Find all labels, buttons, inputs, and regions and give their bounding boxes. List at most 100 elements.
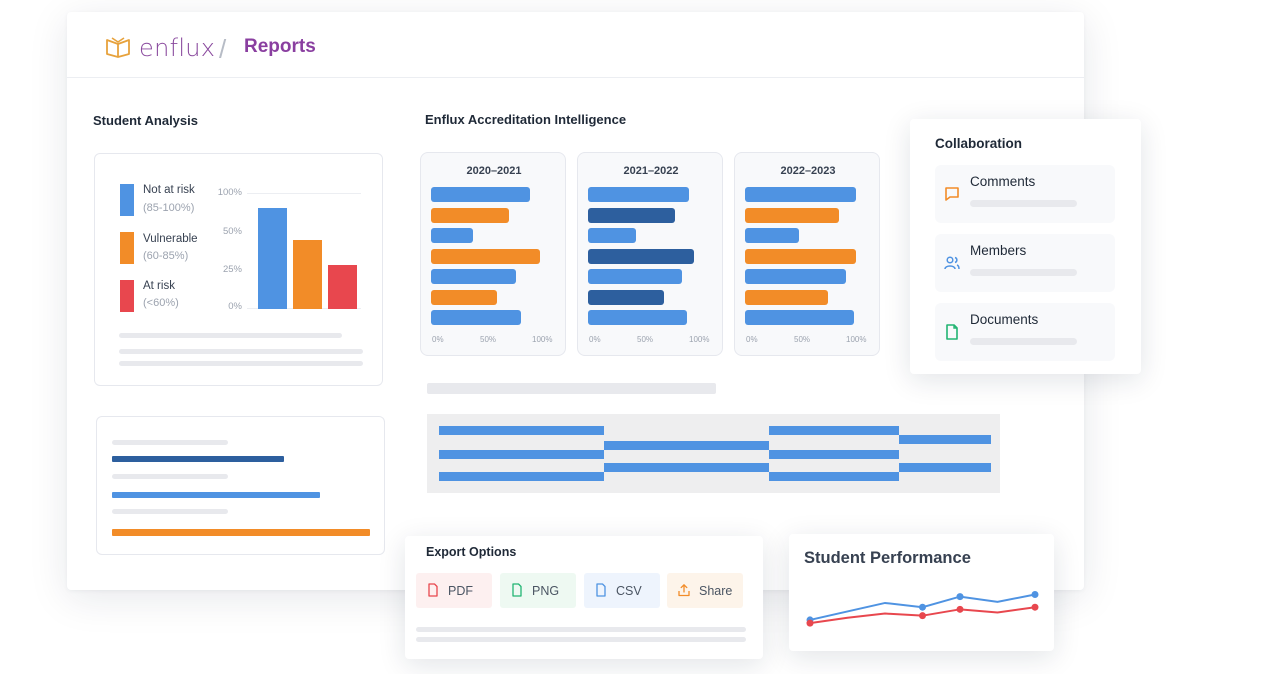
file-icon (512, 583, 522, 597)
placeholder-line (112, 509, 228, 514)
timeline-bar (604, 441, 769, 450)
legend-label-not-at-risk: Not at risk (143, 184, 195, 196)
data-point (919, 603, 926, 611)
y-tick-100: 100% (217, 187, 242, 198)
export-pdf-button[interactable]: PDF (416, 573, 492, 608)
year-bar (745, 310, 854, 325)
placeholder-line (119, 361, 363, 366)
file-icon (428, 583, 438, 597)
year-card-2021-2022[interactable]: 2021–2022 0% 50% 100% (577, 152, 723, 356)
timeline-bar (769, 426, 899, 435)
export-options-panel: Export Options PDF PNG CSV Share (405, 536, 763, 659)
collab-label: Members (970, 243, 1027, 258)
year-bar (588, 228, 637, 243)
collab-item-documents[interactable]: Documents (935, 303, 1115, 361)
progress-bar-blue (112, 492, 320, 498)
year-bar (588, 289, 664, 305)
year-bar (431, 187, 531, 202)
risk-bar (293, 240, 322, 309)
legend-range-not-at-risk: (85-100%) (143, 202, 195, 214)
year-bar (588, 207, 676, 223)
data-point (919, 612, 926, 620)
student-analysis-title: Student Analysis (93, 113, 198, 128)
breadcrumb-separator: / (219, 34, 227, 64)
legend-swatch-vulnerable (120, 232, 134, 264)
legend-label-at-risk: At risk (143, 280, 175, 292)
year-bar (745, 187, 856, 202)
year-bar (588, 310, 688, 325)
year-label: 2020–2021 (466, 165, 522, 177)
year-bar (588, 187, 690, 202)
collab-label: Comments (970, 174, 1036, 189)
users-icon (944, 256, 960, 270)
student-performance-card: Student Performance (789, 534, 1054, 651)
timeline-bar (899, 435, 991, 444)
x-tick-100: 100% (689, 335, 710, 344)
y-tick-0: 0% (228, 301, 242, 312)
x-tick-50: 50% (480, 335, 497, 344)
collab-item-members[interactable]: Members (935, 234, 1115, 292)
year-bar (745, 207, 840, 223)
button-label: PDF (448, 584, 473, 598)
placeholder-line (427, 383, 716, 394)
year-label: 2021–2022 (623, 165, 679, 177)
placeholder-line (416, 627, 746, 632)
risk-bar (328, 265, 357, 309)
placeholder-line (970, 200, 1077, 207)
file-icon (596, 583, 606, 597)
placeholder-line (112, 440, 228, 445)
y-tick-50: 50% (222, 226, 242, 237)
performance-line-chart (806, 590, 1039, 627)
data-point (956, 593, 964, 601)
collaboration-title: Collaboration (935, 136, 1022, 151)
logo-text[interactable]: enflux (139, 34, 216, 62)
button-label: CSV (616, 584, 642, 598)
share-button[interactable]: Share (667, 573, 743, 608)
year-bar (431, 310, 521, 325)
y-tick-25: 25% (222, 264, 242, 275)
year-card-2022-2023[interactable]: 2022–2023 0% 50% 100% (734, 152, 880, 356)
x-tick-100: 100% (532, 335, 553, 344)
upload-icon (678, 584, 690, 597)
book-logo-icon[interactable] (105, 36, 131, 58)
progress-bar-orange (112, 529, 370, 536)
year-label: 2022–2023 (780, 165, 836, 177)
legend-label-vulnerable: Vulnerable (143, 233, 198, 245)
x-tick-0: 0% (746, 335, 758, 344)
grid-line (247, 193, 361, 194)
year-bar (745, 289, 828, 305)
legend-range-vulnerable: (60-85%) (143, 250, 189, 262)
timeline-bar (439, 426, 604, 435)
timeline-bar (899, 463, 991, 472)
export-csv-button[interactable]: CSV (584, 573, 660, 608)
placeholder-line (119, 349, 363, 354)
progress-card (96, 416, 385, 555)
year-bar (431, 289, 498, 305)
timeline-bar (604, 463, 769, 472)
export-png-button[interactable]: PNG (500, 573, 576, 608)
progress-bar-navy (112, 456, 284, 462)
accreditation-title: Enflux Accreditation Intelligence (425, 112, 627, 127)
timeline-bar (769, 472, 899, 481)
legend-range-at-risk: (<60%) (143, 297, 179, 309)
document-icon (946, 324, 958, 340)
risk-bar (258, 207, 287, 309)
legend-swatch-not-at-risk (120, 184, 134, 216)
data-point (1031, 603, 1039, 611)
placeholder-line (970, 269, 1077, 276)
collaboration-panel: Collaboration Comments Members Documents (910, 119, 1141, 374)
comment-icon (945, 187, 959, 201)
legend-swatch-at-risk (120, 280, 134, 312)
x-tick-50: 50% (637, 335, 654, 344)
year-bar (431, 248, 540, 264)
x-tick-100: 100% (846, 335, 867, 344)
year-bar (745, 269, 847, 284)
page-title: Reports (244, 36, 316, 57)
year-bar (431, 207, 509, 223)
performance-title: Student Performance (804, 549, 971, 567)
collab-item-comments[interactable]: Comments (935, 165, 1115, 223)
placeholder-line (970, 338, 1077, 345)
button-label: Share (699, 584, 733, 598)
year-card-2020-2021[interactable]: 2020–2021 0% 50% 100% (420, 152, 566, 356)
collab-label: Documents (970, 312, 1039, 327)
